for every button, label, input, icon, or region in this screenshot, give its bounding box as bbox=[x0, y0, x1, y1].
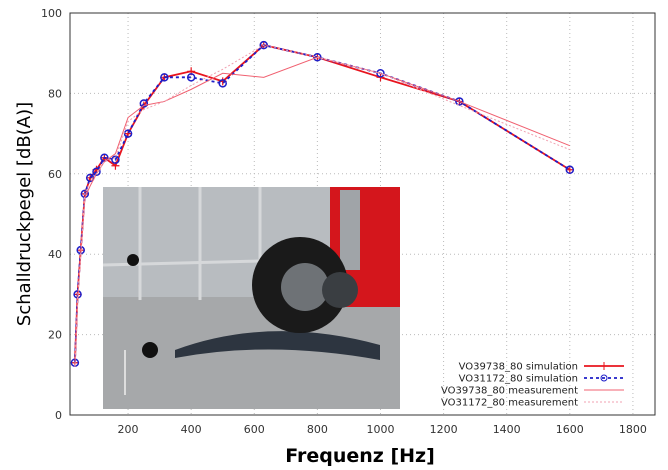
y-tick-label: 0 bbox=[55, 409, 62, 422]
marker bbox=[259, 40, 268, 50]
legend-label: VO31172_80 simulation bbox=[459, 374, 578, 385]
marker bbox=[139, 99, 149, 108]
legend-marker bbox=[600, 374, 608, 382]
x-tick-label: 800 bbox=[307, 423, 328, 436]
marker bbox=[313, 52, 322, 62]
y-tick-label: 60 bbox=[48, 168, 62, 181]
marker bbox=[376, 69, 385, 78]
marker bbox=[186, 73, 196, 82]
x-tick-label: 400 bbox=[181, 423, 202, 436]
marker bbox=[92, 167, 101, 177]
x-tick-label: 1000 bbox=[366, 423, 394, 436]
y-tick-label: 40 bbox=[48, 248, 62, 261]
plot-frame bbox=[69, 12, 656, 416]
x-tick-label: 600 bbox=[244, 423, 265, 436]
marker bbox=[160, 73, 169, 82]
marker bbox=[218, 79, 227, 88]
y-axis-label: Schalldruckpegel [dB(A)] bbox=[14, 102, 35, 326]
x-tick-label: 1400 bbox=[493, 423, 521, 436]
legend-marker bbox=[600, 362, 608, 370]
marker bbox=[85, 173, 95, 183]
x-tick-label: 200 bbox=[118, 423, 139, 436]
x-tick-label: 1200 bbox=[430, 423, 458, 436]
inset-photo bbox=[102, 187, 400, 409]
x-tick-label: 1800 bbox=[619, 423, 647, 436]
series-line bbox=[74, 56, 570, 367]
x-tick-label: 1600 bbox=[556, 423, 584, 436]
marker bbox=[565, 165, 575, 175]
lines bbox=[70, 40, 575, 367]
marker bbox=[455, 97, 464, 106]
y-tick-label: 20 bbox=[48, 329, 62, 342]
legend-label: VO31172_80 measurement bbox=[441, 398, 578, 409]
legend-label: VO39738_80 measurement bbox=[441, 386, 578, 397]
y-tick-label: 80 bbox=[48, 87, 62, 100]
x-axis-label: Frequenz [Hz] bbox=[285, 445, 435, 467]
y-tick-label: 100 bbox=[41, 7, 62, 20]
marker bbox=[123, 129, 133, 138]
legend-label: VO39738_80 simulation bbox=[459, 362, 578, 373]
marker bbox=[124, 129, 133, 138]
marker bbox=[565, 165, 574, 174]
